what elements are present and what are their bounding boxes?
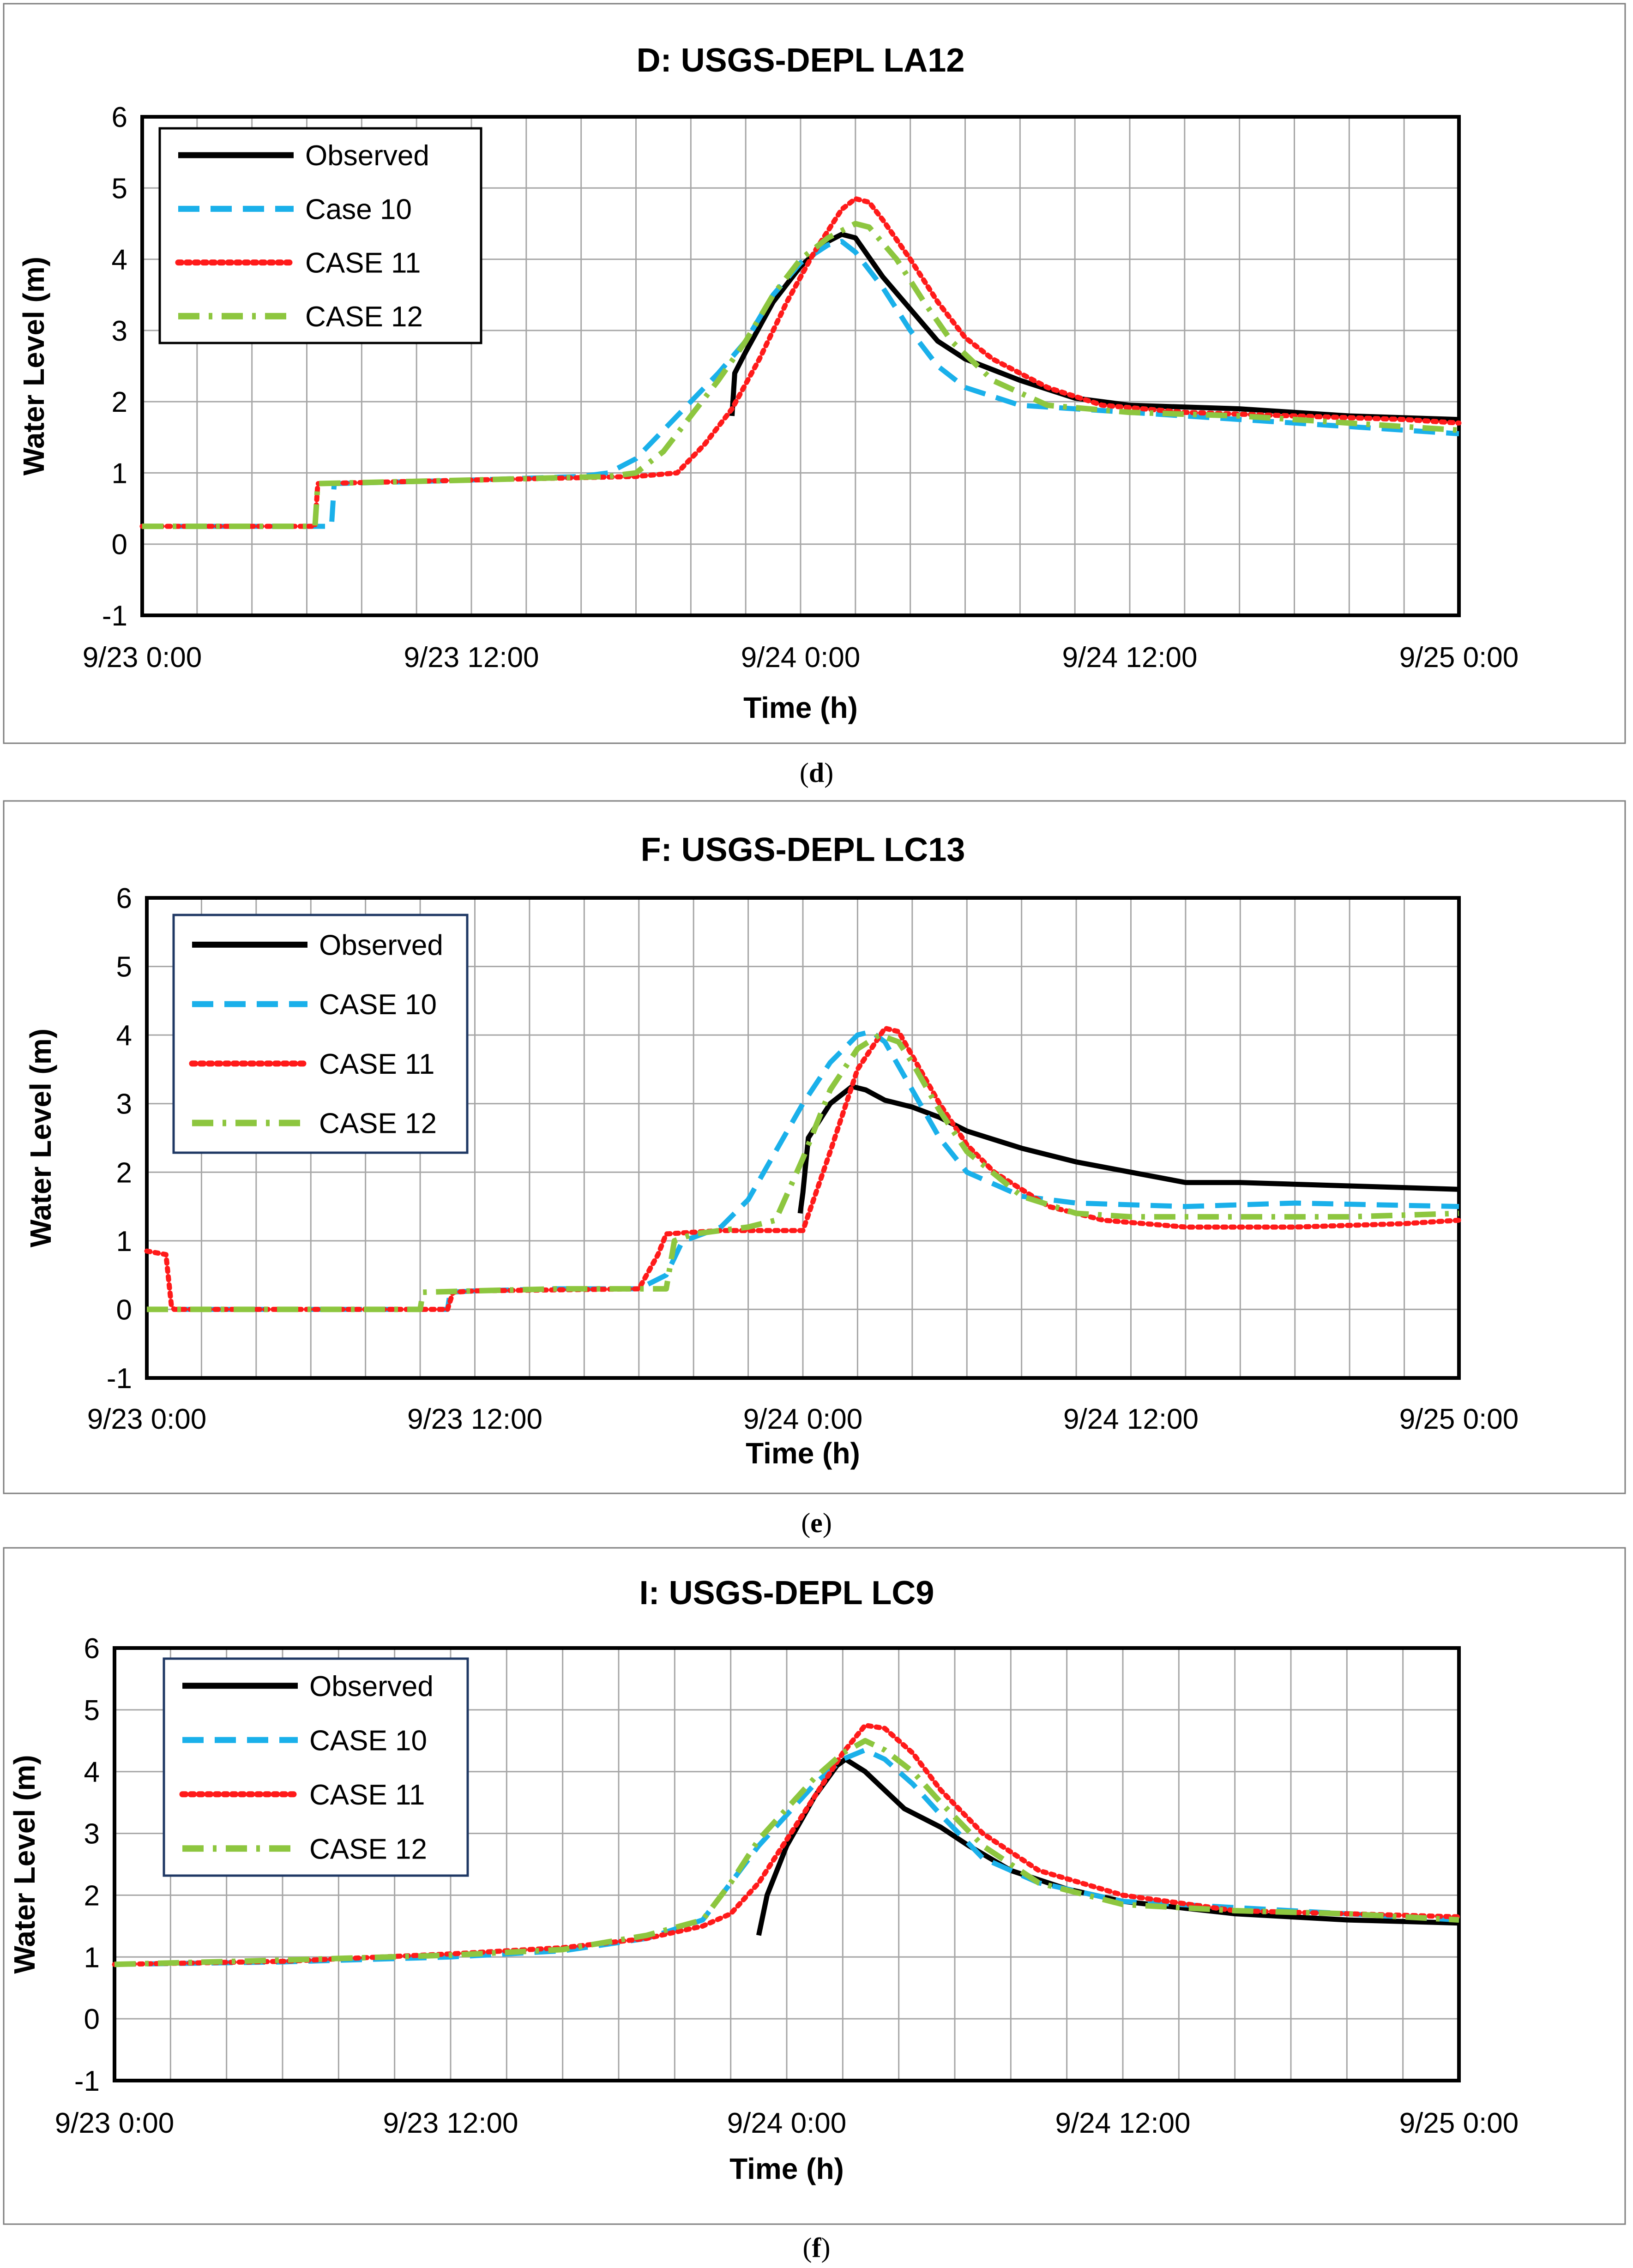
chart3-xtick-label: 9/24 0:00 — [727, 2107, 847, 2139]
chart2-legend-box — [172, 914, 469, 1154]
chart1-series-observed — [729, 232, 1459, 422]
chart2-ytick-label: 5 — [116, 951, 132, 983]
chart1-legend-label-2: Case 10 — [305, 193, 412, 225]
caption-e: (e) — [801, 1508, 832, 1538]
chart1-series-case-12 — [142, 221, 1459, 529]
chart3-legend-label-1: Observed — [309, 1671, 434, 1703]
chart3-series-case-10 — [114, 1747, 1459, 1967]
chart1-ytick-label: 1 — [112, 457, 127, 489]
chart3-plot-border — [113, 1646, 1461, 2082]
caption-d: (d) — [799, 758, 834, 788]
chart1-ytick-label: 2 — [112, 386, 127, 418]
chart2-xtick-label: 9/24 0:00 — [743, 1403, 863, 1435]
chart1-legend-label-4: CASE 12 — [305, 301, 423, 333]
chart2-legend-label-2: CASE 10 — [319, 989, 437, 1021]
chart2-xlabel: Time (h) — [746, 1437, 860, 1470]
chart1-xtick-label: 9/24 0:00 — [741, 642, 861, 674]
chart1-ytick-label: 6 — [112, 102, 127, 133]
chart1-legend-label-1: Observed — [305, 140, 429, 172]
chart3-legend-label-3: CASE 11 — [309, 1779, 425, 1811]
chart2-ylabel: Water Level (m) — [24, 1029, 57, 1247]
chart1-ytick-label: 3 — [112, 315, 127, 347]
chart3-xtick-label: 9/23 0:00 — [55, 2107, 175, 2139]
chart3-legend-label-4: CASE 12 — [309, 1833, 427, 1865]
chart1-xtick-label: 9/25 0:00 — [1399, 642, 1519, 674]
chart1-title: D: USGS-DEPL LA12 — [637, 42, 965, 79]
chart1-xtick-label: 9/24 12:00 — [1062, 642, 1197, 674]
chart1-ylabel: Water Level (m) — [17, 257, 50, 475]
chart3-legend-box — [163, 1657, 469, 1877]
chart2-legend-label-3: CASE 11 — [319, 1048, 434, 1080]
chart3-ylabel: Water Level (m) — [8, 1755, 41, 1973]
chart3-ytick-label: 1 — [84, 1942, 100, 1973]
chart1-series-case-10 — [142, 239, 1459, 529]
chart3-ytick-label: 6 — [84, 1633, 100, 1665]
chart3-series-case-11 — [112, 1722, 1462, 1967]
chart2-ytick-label: -1 — [107, 1363, 132, 1395]
chart1-xtick-label: 9/23 12:00 — [404, 642, 539, 674]
chart1-ytick-label: -1 — [102, 600, 127, 632]
chart1-ytick-label: 4 — [112, 244, 127, 276]
chart2-ytick-label: 4 — [116, 1020, 132, 1052]
chart3-xtick-label: 9/24 12:00 — [1055, 2107, 1190, 2139]
chart2-ytick-label: 1 — [116, 1226, 132, 1257]
chart2-title: F: USGS-DEPL LC13 — [641, 831, 965, 868]
chart2-ytick-label: 6 — [116, 883, 132, 914]
chart3-ytick-label: 4 — [84, 1757, 100, 1788]
chart3-xlabel: Time (h) — [729, 2152, 844, 2185]
chart2-xtick-label: 9/23 0:00 — [87, 1403, 207, 1435]
caption-e-letter: e — [810, 1508, 823, 1538]
chart2-legend-label-1: Observed — [319, 929, 443, 961]
chart3-ytick-label: 0 — [84, 2003, 100, 2035]
chart2-ytick-label: 3 — [116, 1089, 132, 1120]
chart2-legend-label-4: CASE 12 — [319, 1108, 437, 1140]
chart2-series-case-12 — [147, 1032, 1459, 1312]
chart3-ytick-label: 2 — [84, 1880, 100, 1912]
chart1-xtick-label: 9/23 0:00 — [83, 642, 202, 674]
caption-d-letter: d — [808, 758, 825, 788]
chart3-legend-label-2: CASE 10 — [309, 1725, 427, 1757]
chart1-frame — [3, 3, 1626, 744]
chart3-ytick-label: -1 — [74, 2065, 100, 2097]
chart2-ytick-label: 2 — [116, 1157, 132, 1189]
chart3-ytick-label: 3 — [84, 1818, 100, 1850]
caption-f: (f) — [802, 2232, 831, 2263]
chart1-ytick-label: 5 — [112, 173, 127, 205]
chart3-xtick-label: 9/23 12:00 — [383, 2107, 518, 2139]
chart2-plot-border — [145, 896, 1461, 1380]
chart3-xtick-label: 9/25 0:00 — [1399, 2107, 1519, 2139]
chart1-ytick-label: 0 — [112, 529, 127, 561]
chart1-series-case-11 — [139, 196, 1462, 529]
chart1-legend-label-3: CASE 11 — [305, 247, 421, 279]
caption-f-letter: f — [812, 2232, 821, 2263]
chart2-xtick-label: 9/23 12:00 — [407, 1403, 542, 1435]
chart1-xlabel: Time (h) — [743, 691, 858, 724]
chart2-xtick-label: 9/25 0:00 — [1399, 1403, 1519, 1435]
chart2-xtick-label: 9/24 12:00 — [1063, 1403, 1199, 1435]
chart1-plot-border — [140, 115, 1461, 617]
chart3-title: I: USGS-DEPL LC9 — [639, 1575, 934, 1612]
chart3-ytick-label: 5 — [84, 1695, 100, 1727]
chart2-ytick-label: 0 — [116, 1294, 132, 1326]
chart1-legend-box — [158, 127, 482, 344]
